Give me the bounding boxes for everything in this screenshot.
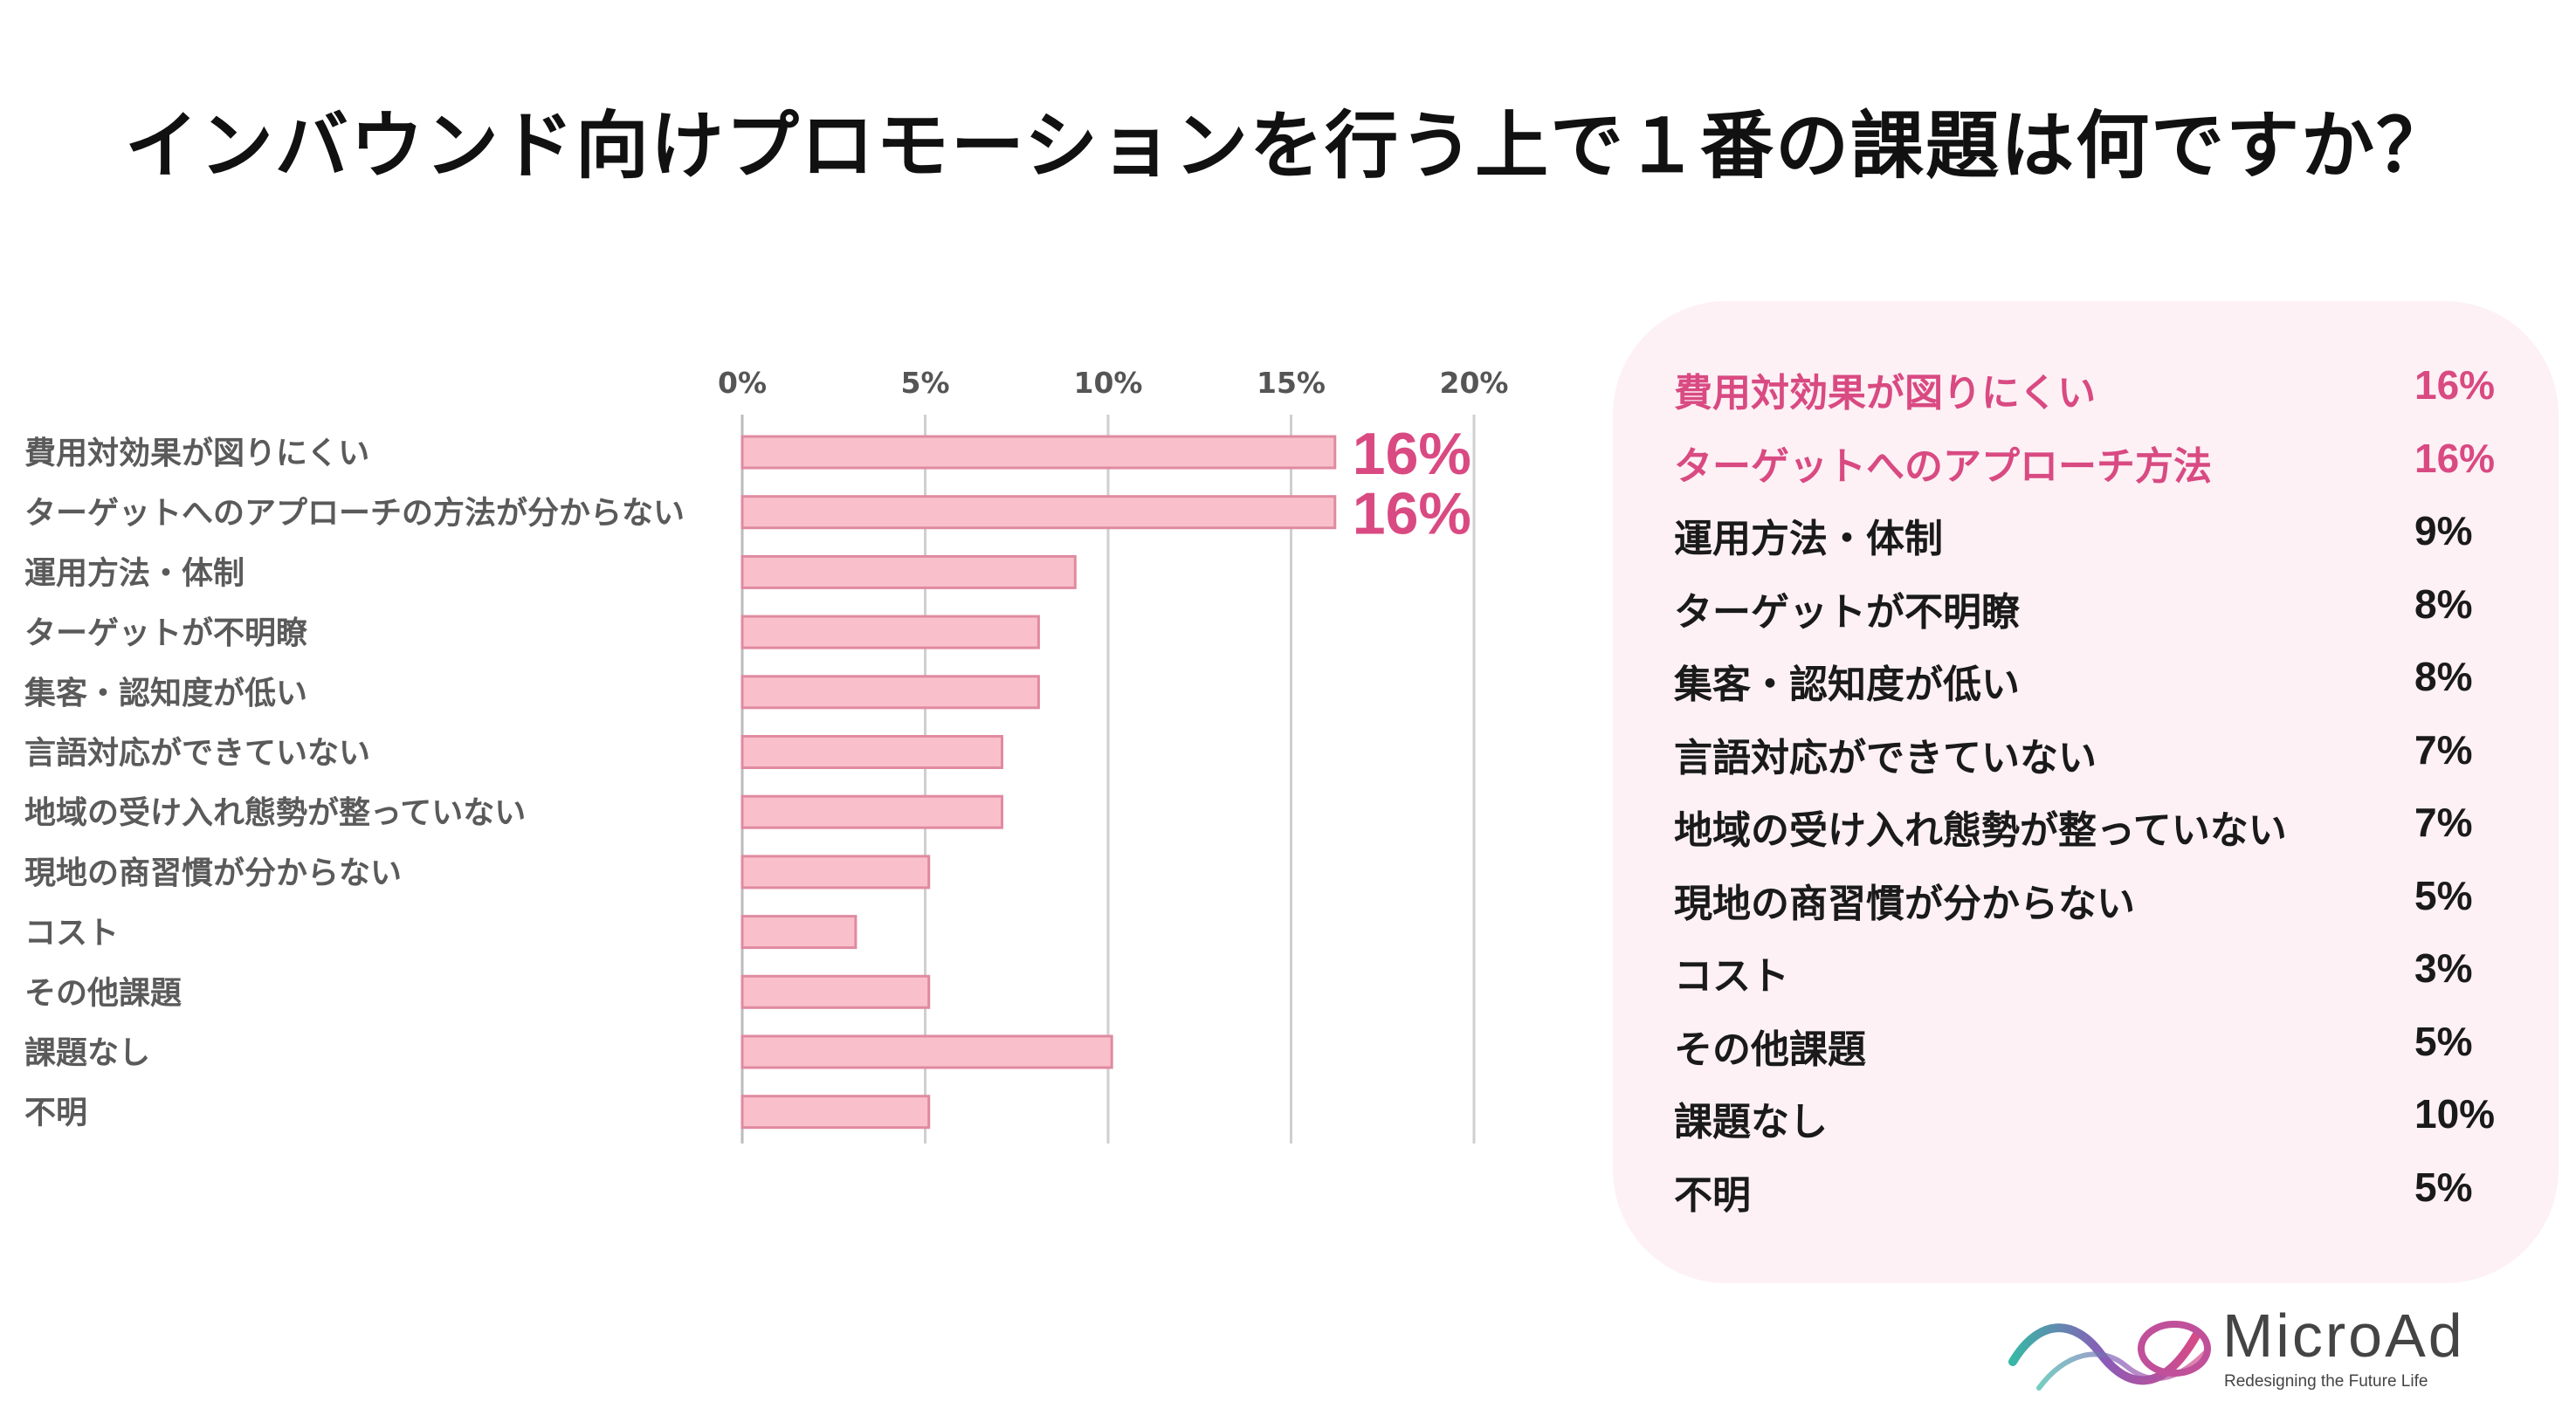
legend-row: 現地の商習慣が分からない 5% xyxy=(1674,872,2512,933)
category-label: 集客・認知度が低い xyxy=(24,676,307,711)
legend-row-value: 7% xyxy=(2414,726,2473,773)
category-label: 課題なし xyxy=(24,1035,150,1071)
bar-chart: 0% 5% 10% 15% 20% 費用対効果が図りにくい 16% ターゲットへのアプローチの… xyxy=(24,366,1509,1144)
legend-row-value: 5% xyxy=(2414,1018,2473,1064)
legend-row-label: 集客・認知度が低い xyxy=(1674,663,2020,707)
legend-row: ターゲットが不明瞭 8% xyxy=(1674,580,2512,642)
bar xyxy=(740,495,1337,530)
legend-row-value: 7% xyxy=(2414,800,2473,845)
category-label: 言語対応ができていない xyxy=(24,736,370,772)
legend-row-label: その他課題 xyxy=(1674,1027,1866,1072)
legend-row-label: 運用方法・体制 xyxy=(1674,517,1943,561)
data-label: 16% xyxy=(1353,481,1471,547)
x-tick-label: 10% xyxy=(1074,366,1143,400)
category-label: コスト xyxy=(24,916,119,951)
legend-row-label: 現地の商習慣が分からない xyxy=(1674,881,2135,926)
legend-row: 集客・認知度が低い 8% xyxy=(1674,653,2512,714)
x-tick-label: 15% xyxy=(1257,366,1326,400)
legend-row-value: 5% xyxy=(2414,1164,2473,1210)
legend-panel: 費用対効果が図りにくい 16% ターゲットへのアプローチ方法 16% 運用方法・体制 9%… xyxy=(1613,301,2559,1283)
legend-row-label: 費用対効果が図りにくい xyxy=(1674,371,2097,416)
bar xyxy=(740,915,858,950)
bar xyxy=(740,974,931,1009)
bar xyxy=(740,855,931,890)
x-tick-label: 0% xyxy=(718,366,767,400)
legend-row: 課題なし 10% xyxy=(1674,1090,2512,1151)
legend-row-label: ターゲットが不明瞭 xyxy=(1674,589,2020,635)
legend-row-value: 8% xyxy=(2414,580,2473,627)
legend-row-value: 16% xyxy=(2414,435,2496,481)
bar xyxy=(740,554,1077,589)
legend-row: 言語対応ができていない 7% xyxy=(1674,726,2512,787)
category-label: その他課題 xyxy=(24,975,182,1011)
category-label: 地域の受け入れ態勢が整っていない xyxy=(24,795,526,831)
legend-row-label: コスト xyxy=(1674,954,1789,999)
legend-row: 不明 5% xyxy=(1674,1164,2512,1225)
legend-row: 運用方法・体制 9% xyxy=(1674,507,2512,568)
bar xyxy=(740,735,1003,769)
bar xyxy=(740,1034,1113,1069)
logo-swirl-icon xyxy=(2008,1321,2211,1391)
bar xyxy=(740,615,1040,649)
legend-row: その他課題 5% xyxy=(1674,1018,2512,1079)
legend-row-label: ターゲットへのアプローチ方法 xyxy=(1674,443,2212,489)
legend-row-value: 16% xyxy=(2414,362,2496,408)
logo-wordmark: MicroAd xyxy=(2222,1302,2465,1370)
bar xyxy=(740,1095,931,1130)
legend-row-value: 9% xyxy=(2414,508,2473,553)
category-label: ターゲットが不明瞭 xyxy=(24,615,308,651)
category-label: ターゲットへのアプローチの方法が分からない xyxy=(24,496,685,532)
logo-tagline: Redesigning the Future Life xyxy=(2224,1372,2428,1391)
legend-row-value: 10% xyxy=(2414,1091,2496,1137)
x-tick-label: 20% xyxy=(1440,366,1509,400)
legend-row-value: 8% xyxy=(2414,654,2473,699)
data-label: 16% xyxy=(1353,421,1471,487)
category-label: 運用方法・体制 xyxy=(24,555,245,591)
legend-row: コスト 3% xyxy=(1674,945,2512,1006)
page-title: インバウンド向けプロモーションを行う上で１番の課題は何ですか？ xyxy=(124,103,2452,189)
category-label: 不明 xyxy=(24,1096,87,1131)
microad-logo: MicroAd Redesigning the Future Life xyxy=(2004,1301,2563,1410)
bar xyxy=(740,435,1337,470)
legend-row: ターゲットへのアプローチ方法 16% xyxy=(1674,435,2512,496)
legend-row: 費用対効果が図りにくい 16% xyxy=(1674,361,2512,422)
legend-row-label: 課題なし xyxy=(1674,1100,1828,1144)
legend-row-value: 5% xyxy=(2414,872,2473,918)
category-label: 現地の商習慣が分からない xyxy=(24,855,402,891)
bar xyxy=(740,794,1003,829)
category-label: 費用対効果が図りにくい xyxy=(24,436,369,471)
bar xyxy=(740,675,1040,710)
legend-row-label: 言語対応ができていない xyxy=(1674,735,2097,780)
x-tick-label: 5% xyxy=(900,366,949,400)
legend-row-label: 不明 xyxy=(1674,1172,1751,1218)
legend-row-value: 3% xyxy=(2414,945,2473,991)
legend-row-label: 地域の受け入れ態勢が整っていない xyxy=(1674,808,2287,853)
legend-row: 地域の受け入れ態勢が整っていない 7% xyxy=(1674,799,2512,860)
